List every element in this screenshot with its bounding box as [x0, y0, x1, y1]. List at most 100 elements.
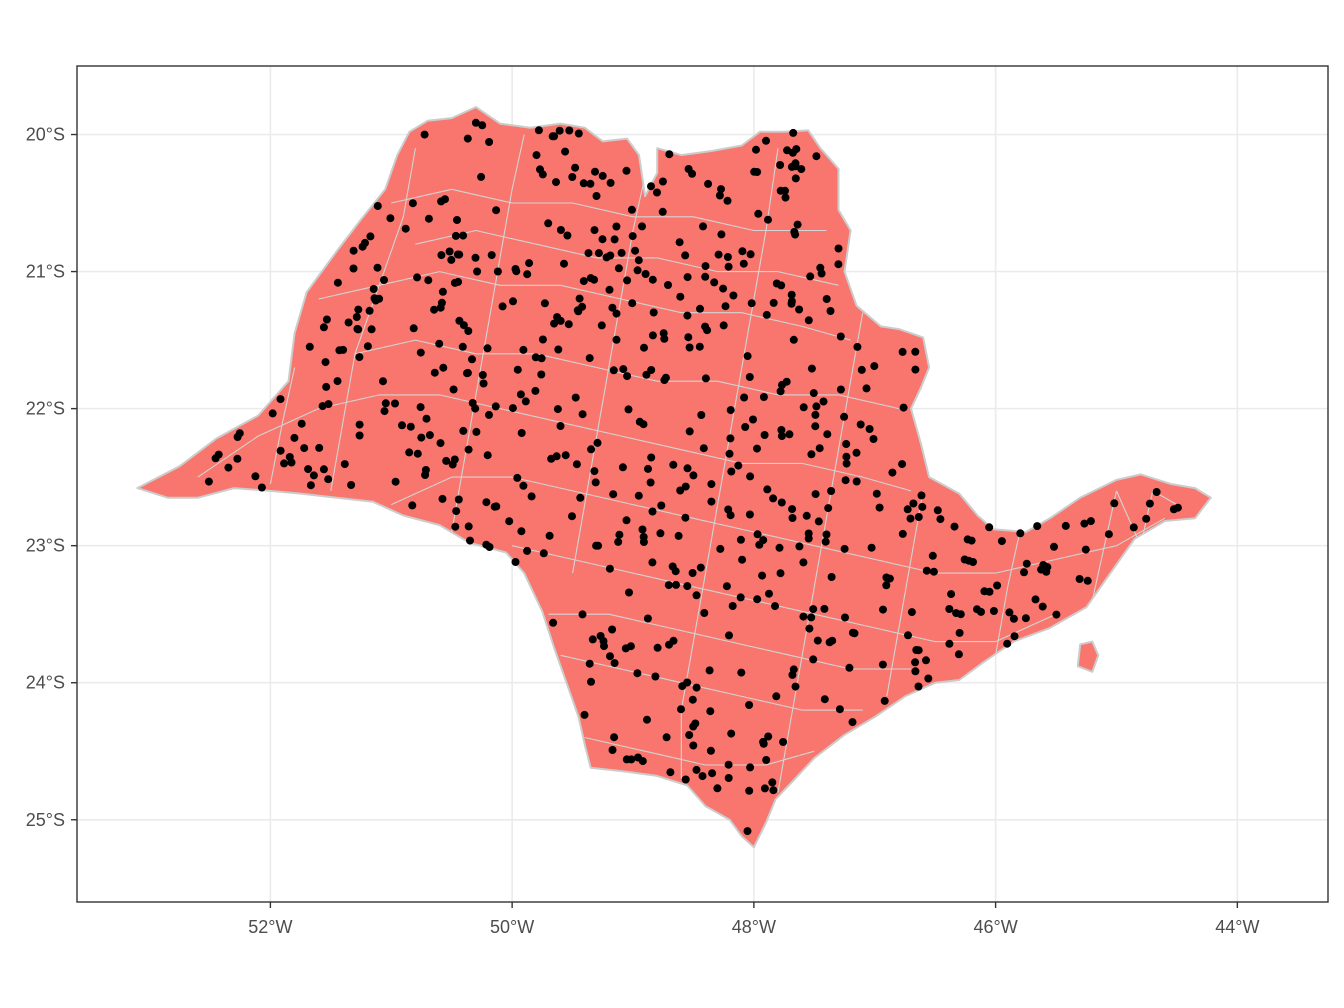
municipality-point: [321, 358, 330, 367]
municipality-point: [408, 199, 417, 208]
municipality-point: [233, 454, 242, 463]
municipality-point: [538, 335, 547, 344]
municipality-point: [724, 505, 733, 514]
municipality-point: [759, 737, 768, 746]
municipality-point: [823, 430, 832, 439]
municipality-point: [695, 342, 704, 351]
y-tick-label: 24°S: [26, 673, 65, 693]
municipality-point: [537, 370, 546, 379]
municipality-point: [609, 366, 618, 375]
municipality-point: [442, 456, 451, 465]
municipality-point: [753, 168, 762, 176]
municipality-point: [509, 297, 517, 306]
municipality-point: [463, 134, 472, 143]
municipality-point: [513, 365, 522, 374]
municipality-point: [717, 230, 726, 239]
municipality-point: [929, 567, 938, 576]
municipality-point: [737, 668, 746, 677]
municipality-point: [483, 344, 492, 353]
municipality-point: [451, 522, 460, 531]
municipality-point: [726, 406, 735, 415]
municipality-point: [605, 285, 614, 294]
municipality-point: [553, 405, 562, 414]
municipality-point: [492, 206, 501, 215]
municipality-point: [585, 354, 594, 363]
municipality-point: [464, 327, 473, 335]
municipality-point: [804, 534, 813, 543]
municipality-point: [578, 410, 587, 419]
municipality-point: [532, 151, 541, 160]
municipality-point: [845, 663, 854, 672]
municipality-point: [787, 297, 796, 306]
municipality-point: [787, 290, 796, 299]
municipality-point: [850, 629, 859, 638]
municipality-point: [612, 222, 621, 231]
municipality-point: [768, 778, 777, 787]
municipality-point: [531, 386, 540, 395]
municipality-point: [251, 472, 260, 481]
municipality-point: [721, 302, 730, 311]
municipality-point: [771, 602, 779, 611]
municipality-point: [445, 247, 454, 256]
municipality-point: [822, 295, 831, 303]
municipality-point: [763, 485, 772, 494]
municipality-point: [960, 555, 969, 564]
municipality-point: [285, 453, 294, 461]
municipality-point: [683, 582, 692, 591]
municipality-point: [869, 435, 878, 443]
municipality-point: [233, 433, 242, 441]
municipality-point: [417, 433, 426, 442]
municipality-point: [692, 683, 701, 692]
municipality-point: [422, 414, 431, 423]
municipality-point: [736, 593, 745, 602]
municipality-point: [491, 402, 500, 411]
municipality-point: [454, 495, 463, 504]
municipality-point: [1039, 561, 1048, 569]
municipality-point: [391, 399, 399, 408]
municipality-point: [556, 226, 565, 234]
municipality-point: [472, 427, 481, 436]
municipality-point: [634, 491, 643, 500]
municipality-point: [628, 232, 637, 241]
municipality-point: [466, 536, 474, 545]
municipality-point: [471, 253, 480, 262]
municipality-point: [914, 646, 923, 655]
municipality-point: [918, 502, 927, 511]
municipality-point: [638, 222, 646, 231]
municipality-point: [865, 425, 874, 433]
municipality-point: [612, 309, 621, 318]
municipality-point: [627, 205, 636, 214]
municipality-point: [945, 605, 954, 613]
municipality-point: [556, 422, 565, 430]
y-tick-label: 22°S: [26, 399, 65, 419]
municipality-point: [643, 614, 652, 623]
municipality-point: [609, 490, 618, 499]
municipality-point: [572, 460, 581, 469]
municipality-point: [319, 323, 328, 332]
municipality-point: [852, 477, 861, 486]
municipality-point: [398, 421, 406, 430]
municipality-point: [627, 755, 636, 764]
municipality-point: [622, 516, 631, 525]
municipality-point: [1016, 529, 1025, 538]
municipality-point: [633, 266, 642, 275]
municipality-point: [651, 672, 660, 681]
municipality-point: [511, 558, 520, 566]
municipality-point: [753, 444, 761, 453]
municipality-point: [508, 404, 517, 413]
municipality-point: [1005, 608, 1014, 617]
municipality-point: [439, 363, 448, 372]
municipality-point: [878, 660, 887, 669]
municipality-point: [689, 741, 698, 750]
municipality-point: [758, 571, 767, 580]
municipality-point: [614, 264, 623, 273]
municipality-point: [1081, 545, 1090, 554]
municipality-border: [584, 736, 815, 766]
municipality-point: [834, 260, 843, 269]
municipality-point: [739, 259, 748, 268]
municipality-point: [1145, 499, 1154, 508]
municipality-point: [836, 332, 845, 341]
municipality-point: [573, 306, 582, 315]
municipality-point: [917, 491, 926, 500]
